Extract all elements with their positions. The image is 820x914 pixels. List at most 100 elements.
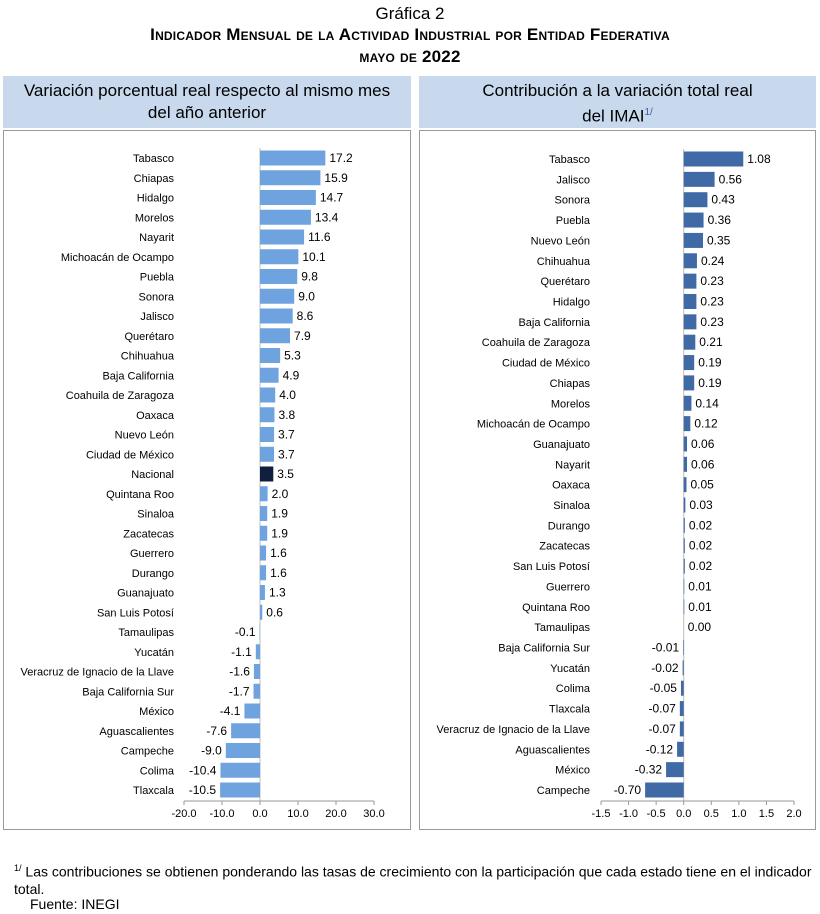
value-label-sonora: 0.43	[711, 193, 735, 207]
bar-jalisco	[683, 171, 715, 187]
footnote-text: Las contribuciones se obtienen ponderand…	[14, 863, 812, 897]
category-label-sinaloa: Sinaloa	[137, 509, 175, 521]
bar-yucatan	[682, 660, 684, 676]
bar-zacatecas	[683, 538, 685, 554]
category-label-mexico: México	[555, 765, 590, 777]
value-label-chihuahua: 5.3	[284, 349, 301, 363]
category-label-san-luis-potosi: San Luis Potosí	[97, 607, 174, 619]
value-label-tamaulipas: 0.00	[688, 620, 712, 634]
bar-aguascalientes	[677, 741, 684, 757]
bar-san-luis-potosi	[260, 604, 263, 620]
category-label-sinaloa: Sinaloa	[553, 500, 591, 512]
value-label-guanajuato: 0.06	[691, 437, 715, 451]
value-label-durango: 1.6	[270, 566, 287, 580]
category-label-michoacan-de-ocampo: Michoacán de Ocampo	[61, 252, 174, 264]
bar-baja-california	[260, 367, 279, 383]
category-label-nayarit: Nayarit	[555, 459, 590, 471]
value-label-oaxaca: 0.05	[690, 478, 714, 492]
bar-colima	[220, 762, 260, 778]
value-label-tamaulipas: -0.1	[235, 625, 256, 639]
bar-tlaxcala	[220, 782, 260, 798]
value-label-jalisco: 0.56	[719, 172, 743, 186]
x-tick-label-0: -1.5	[592, 808, 611, 820]
bar-michoacan-de-ocampo	[683, 416, 691, 432]
category-label-nacional: Nacional	[131, 469, 174, 481]
bar-nayarit	[260, 229, 305, 245]
value-label-tlaxcala: -10.5	[189, 783, 217, 797]
value-label-hidalgo: 14.7	[320, 191, 344, 205]
bar-veracruz-de-ignacio-de-la-llave	[679, 721, 684, 737]
category-label-tabasco: Tabasco	[549, 154, 590, 166]
value-label-zacatecas: 0.02	[689, 539, 713, 553]
right-panel-header: Contribución a la variación total real d…	[419, 76, 816, 128]
category-label-quintana-roo: Quintana Roo	[522, 602, 590, 614]
category-label-coahuila-de-zaragoza: Coahuila de Zaragoza	[482, 337, 591, 349]
value-label-baja-california: 4.9	[283, 368, 300, 382]
bar-tabasco	[260, 150, 326, 166]
bar-baja-california	[683, 314, 697, 330]
value-label-nayarit: 11.6	[308, 230, 331, 244]
value-label-baja-california: 0.23	[700, 315, 724, 329]
x-tick-label-5: 30.0	[363, 808, 384, 820]
category-label-puebla: Puebla	[140, 272, 175, 284]
value-label-nuevo-leon: 3.7	[278, 428, 295, 442]
category-label-campeche: Campeche	[537, 785, 590, 797]
left-header-line1: Variación porcentual real respecto al mi…	[23, 81, 391, 100]
value-label-chihuahua: 0.24	[701, 254, 725, 268]
value-label-mexico: -0.32	[635, 763, 663, 777]
value-label-queretaro: 7.9	[294, 329, 311, 343]
value-label-zacatecas: 1.9	[271, 526, 288, 540]
category-label-guanajuato: Guanajuato	[117, 588, 174, 600]
x-tick-label-3: 10.0	[287, 808, 308, 820]
bar-sonora	[260, 288, 295, 304]
bar-oaxaca	[260, 407, 275, 423]
category-label-yucatan: Yucatán	[134, 647, 174, 659]
value-label-baja-california-sur: -0.01	[652, 641, 680, 655]
value-label-aguascalientes: -7.6	[206, 724, 227, 738]
category-label-baja-california: Baja California	[102, 370, 174, 382]
bar-colima	[680, 680, 684, 696]
bar-chihuahua	[260, 348, 281, 363]
value-label-quintana-roo: 0.01	[688, 600, 712, 614]
bar-campeche	[645, 782, 684, 798]
bar-nacional	[260, 466, 274, 482]
figure-label: Gráfica 2	[375, 4, 445, 23]
bar-ciudad-de-mexico	[260, 446, 275, 462]
category-label-hidalgo: Hidalgo	[553, 296, 590, 308]
chart-period: mayo de 2022	[359, 47, 461, 66]
value-label-chiapas: 15.9	[324, 171, 348, 185]
category-label-chihuahua: Chihuahua	[121, 351, 175, 363]
value-label-sinaloa: 1.9	[271, 507, 288, 521]
category-label-baja-california-sur: Baja California Sur	[82, 686, 174, 698]
footnote-marker: 1/	[14, 863, 22, 873]
footnote: 1/ Las contribuciones se obtienen ponder…	[14, 860, 814, 898]
x-tick-label-5: 1.0	[731, 808, 746, 820]
bar-chiapas	[683, 375, 695, 391]
category-label-morelos: Morelos	[551, 398, 591, 410]
category-label-san-luis-potosi: San Luis Potosí	[513, 561, 590, 573]
value-label-campeche: -0.70	[614, 783, 642, 797]
value-label-ciudad-de-mexico: 3.7	[278, 447, 295, 461]
bar-morelos	[683, 395, 692, 411]
category-label-chihuahua: Chihuahua	[537, 256, 591, 268]
value-label-san-luis-potosi: 0.02	[689, 559, 713, 573]
bar-nayarit	[683, 456, 688, 472]
bar-san-luis-potosi	[683, 558, 685, 574]
bar-coahuila-de-zaragoza	[683, 334, 696, 350]
value-label-coahuila-de-zaragoza: 0.21	[699, 335, 723, 349]
category-label-queretaro: Querétaro	[124, 331, 174, 343]
x-tick-label-1: -1.0	[619, 808, 638, 820]
value-label-nayarit: 0.06	[691, 457, 715, 471]
x-tick-label-4: 20.0	[325, 808, 346, 820]
left-panel-header: Variación porcentual real respecto al mi…	[3, 76, 411, 128]
x-tick-label-7: 2.0	[786, 808, 801, 820]
bar-oaxaca	[683, 477, 687, 493]
value-label-sonora: 9.0	[298, 289, 315, 303]
category-label-nuevo-leon: Nuevo León	[531, 235, 590, 247]
value-label-chiapas: 0.19	[698, 376, 722, 390]
bar-hidalgo	[260, 190, 316, 205]
category-label-ciudad-de-mexico: Ciudad de México	[86, 449, 174, 461]
category-label-aguascalientes: Aguascalientes	[515, 744, 590, 756]
bar-guanajuato	[683, 436, 688, 452]
category-label-nayarit: Nayarit	[139, 232, 174, 244]
